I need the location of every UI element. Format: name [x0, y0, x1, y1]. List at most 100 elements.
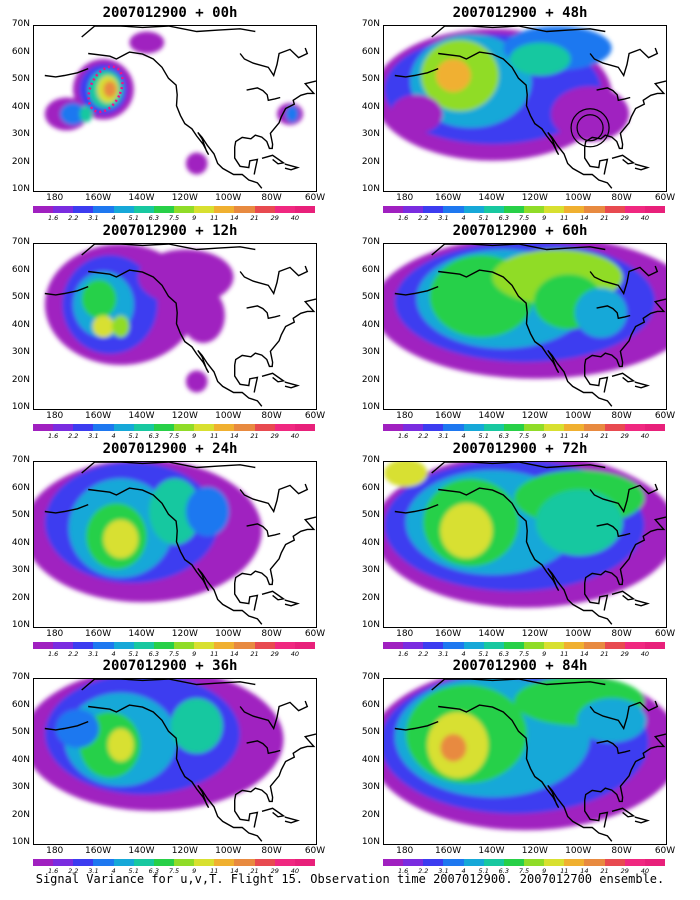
colorbar-label: 11	[210, 432, 219, 440]
coastline	[438, 704, 613, 842]
longitude-tick-label: 60W	[304, 411, 326, 421]
colorbar-swatch	[194, 642, 215, 649]
longitude-tick-label: 120W	[521, 193, 548, 203]
longitude-tick-label: 80W	[611, 629, 632, 639]
coastline	[239, 700, 309, 731]
coastline	[589, 47, 659, 78]
latitude-tick-label: 20N	[361, 374, 380, 385]
colorbar-label: 4	[461, 867, 466, 875]
latitude-tick-label: 60N	[11, 264, 30, 275]
colorbar-swatch	[443, 859, 464, 866]
variance-contour	[384, 462, 428, 487]
latitude-tick-label: 20N	[11, 374, 30, 385]
coastline	[88, 704, 263, 842]
longitude-tick-label: 60W	[304, 846, 326, 856]
coastline	[611, 807, 636, 818]
colorbar-swatch	[544, 642, 565, 649]
panel-title: 2007012900 + 00h	[102, 5, 238, 21]
colorbar-label: 40	[640, 650, 649, 658]
colorbar-label: 11	[210, 650, 219, 658]
colorbar-swatch	[624, 424, 645, 431]
colorbar-swatch	[113, 859, 134, 866]
longitude-tick-label: 140W	[128, 193, 155, 203]
coastline	[394, 67, 439, 78]
colorbar-label: 5.1	[478, 214, 489, 222]
colorbar-swatch	[33, 206, 54, 213]
variance-contour	[577, 698, 647, 743]
colorbar-swatch	[133, 206, 154, 213]
longitude-tick-label: 100W	[215, 629, 242, 639]
colorbar-label: 7.5	[168, 214, 180, 222]
coastline	[233, 147, 259, 175]
longitude-tick-label: 60W	[654, 846, 676, 856]
latitude-tick-label: 40N	[11, 537, 30, 548]
variance-map	[383, 678, 667, 845]
latitude-tick-label: 30N	[361, 782, 380, 792]
coastline	[634, 381, 650, 389]
colorbar-swatch	[173, 642, 195, 649]
latitude-tick-label: 10N	[361, 402, 380, 412]
colorbar-swatch	[113, 642, 134, 649]
colorbar-swatch	[73, 206, 94, 213]
longitude-tick-label: 100W	[215, 411, 242, 421]
latitude-tick-label: 50N	[11, 510, 30, 520]
variance-contour	[60, 103, 86, 125]
colorbar-label: 1.6	[397, 867, 409, 875]
colorbar-label: 5.1	[128, 650, 139, 658]
colorbar-label: 3.1	[438, 867, 449, 875]
colorbar-label: 11	[210, 214, 219, 222]
coastline	[239, 483, 309, 514]
colorbar-label: 7.5	[518, 867, 530, 875]
colorbar	[33, 859, 315, 866]
colorbar-label: 2.2	[418, 432, 429, 440]
longitude-tick-label: 160W	[435, 629, 462, 639]
variance-map	[33, 678, 317, 845]
coastline	[611, 154, 636, 165]
colorbar-label: 7.5	[518, 214, 530, 222]
figure-caption: Signal Variance for u,v,T. Flight 15. Ob…	[35, 872, 665, 886]
coastline	[589, 483, 659, 514]
colorbar-swatch	[33, 424, 54, 431]
coastline	[88, 269, 263, 407]
colorbar-label: 6.3	[498, 214, 510, 222]
colorbar-swatch	[483, 859, 504, 866]
map-panel: 2007012900 + 12h 70N 60N 50N 40N 30N 20N 10N 180…	[0, 223, 340, 440]
latitude-tick-label: 70N	[361, 455, 380, 465]
colorbar-label: 7.5	[518, 432, 530, 440]
variance-contour	[185, 486, 230, 537]
coastline	[583, 365, 609, 393]
colorbar-label: 21	[250, 214, 259, 222]
coastline	[596, 305, 631, 320]
variance-contour	[535, 489, 623, 556]
colorbar-label: 4	[461, 650, 466, 658]
coastline	[233, 365, 259, 393]
coastline	[261, 807, 286, 818]
colorbar-swatch	[463, 642, 484, 649]
colorbar-swatch	[93, 424, 114, 431]
longitude-tick-label: 80W	[261, 193, 282, 203]
colorbar-swatch	[644, 206, 665, 213]
coastline	[584, 298, 666, 368]
longitude-tick-label: 80W	[611, 193, 632, 203]
variance-contour	[103, 519, 139, 559]
longitude-tick-label: 140W	[478, 629, 505, 639]
latitude-tick-label: 50N	[361, 74, 380, 84]
colorbar-swatch	[173, 206, 195, 213]
colorbar-label: 29	[270, 867, 279, 875]
longitude-tick-label: 120W	[521, 846, 548, 856]
coastline	[431, 244, 606, 256]
colorbar-swatch	[503, 859, 524, 866]
colorbar-label: 11	[210, 867, 219, 875]
latitude-tick-label: 60N	[11, 699, 30, 710]
coastline	[394, 720, 439, 731]
colorbar-label: 21	[600, 650, 609, 658]
coastline	[81, 679, 256, 691]
panel-title: 2007012900 + 48h	[452, 5, 588, 21]
coastline	[284, 381, 300, 389]
colorbar-swatch	[523, 642, 545, 649]
coastline	[431, 679, 606, 691]
colorbar-swatch	[523, 859, 545, 866]
colorbar-label: 11	[560, 867, 569, 875]
coastline	[233, 583, 259, 611]
variance-contour	[440, 503, 493, 559]
